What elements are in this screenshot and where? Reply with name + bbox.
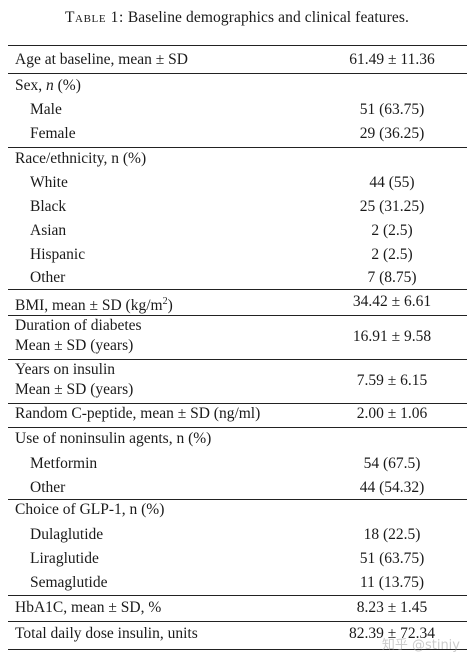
table-row-female: Female 29 (36.25) (8, 122, 467, 146)
row-label: Duration of diabetes Mean ± SD (years) (15, 317, 142, 354)
row-label: Semaglutide (30, 574, 108, 591)
row-value: 2 (2.5) (371, 222, 413, 239)
row-value: 82.39 ± 72.34 (348, 625, 435, 642)
row-label: Asian (30, 222, 67, 239)
table-row-years-insulin: Years on insulin Mean ± SD (years) 7.59 ±… (8, 360, 467, 404)
row-divider (8, 147, 467, 148)
row-label: Choice of GLP-1, n (%) (15, 501, 165, 518)
table-row-liraglutide: Liraglutide 51 (63.75) (8, 547, 467, 571)
row-divider (8, 595, 467, 596)
table-row-other-race: Other 7 (8.75) (8, 266, 467, 290)
row-divider (8, 499, 467, 500)
row-value: 29 (36.25) (359, 125, 425, 142)
table-row-race-header: Race/ethnicity, n (%) (8, 147, 467, 171)
row-value: 18 (22.5) (363, 526, 421, 543)
row-label: Female (30, 125, 76, 142)
row-divider (8, 621, 467, 622)
row-value: 25 (31.25) (359, 198, 425, 215)
table-caption-prefix: Table 1: (64, 9, 124, 26)
row-label: Use of noninsulin agents, n (%) (15, 430, 212, 447)
row-label: Other (30, 479, 66, 496)
row-value: 61.49 ± 11.36 (349, 51, 435, 68)
row-value: 8.23 ± 1.45 (356, 599, 428, 616)
row-label: Metformin (30, 455, 98, 472)
table-row-other-agents: Other 44 (54.32) (8, 476, 467, 500)
table-row-male: Male 51 (63.75) (8, 98, 467, 122)
table-row-duration: Duration of diabetes Mean ± SD (years) 16… (8, 316, 467, 360)
table-row-age: Age at baseline, mean ± SD 61.49 ± 11.36 (8, 48, 467, 72)
top-rule (8, 45, 467, 46)
table-row-hba1c: HbA1C, mean ± SD, % 8.23 ± 1.45 (8, 596, 467, 620)
row-label: Random C-peptide, mean ± SD (ng/ml) (15, 405, 261, 422)
table-caption: Table 1: Baseline demographics and clini… (0, 9, 474, 27)
table-row-bmi: BMI, mean ± SD (kg/m2) 34.42 ± 6.61 (8, 290, 467, 314)
row-divider (8, 403, 467, 404)
row-label: Other (30, 269, 66, 286)
row-label: Male (30, 101, 62, 118)
table-row-hispanic: Hispanic 2 (2.5) (8, 243, 467, 267)
row-label: Hispanic (30, 246, 86, 263)
row-value: 7 (8.75) (367, 269, 417, 286)
row-divider (8, 73, 467, 74)
row-label: White (30, 174, 68, 191)
table-row-glp1-header: Choice of GLP-1, n (%) (8, 498, 467, 522)
row-divider (8, 427, 467, 428)
superscript: 2 (162, 296, 168, 307)
row-value: 7.59 ± 6.15 (356, 372, 428, 389)
row-label: HbA1C, mean ± SD, % (15, 599, 162, 616)
row-label: Years on insulin Mean ± SD (years) (15, 361, 134, 398)
row-value: 11 (13.75) (360, 574, 424, 591)
table-row-asian: Asian 2 (2.5) (8, 219, 467, 243)
row-divider (8, 359, 467, 360)
table-row-dulaglutide: Dulaglutide 18 (22.5) (8, 523, 467, 547)
row-label: Dulaglutide (30, 526, 104, 543)
bottom-rule (8, 649, 467, 650)
table-row-sex-header: Sex, n (%) (8, 74, 467, 98)
row-label: Sex, n (%) (15, 77, 81, 94)
row-value: 2.00 ± 1.06 (356, 405, 428, 422)
table-row-white: White 44 (55) (8, 171, 467, 195)
row-value: 34.42 ± 6.61 (352, 293, 432, 310)
row-value: 16.91 ± 9.58 (352, 328, 432, 345)
row-value: 44 (54.32) (359, 479, 425, 496)
table-row-semaglutide: Semaglutide 11 (13.75) (8, 571, 467, 595)
row-label: Liraglutide (30, 550, 99, 567)
watermark: 知乎 @stiniy (381, 638, 460, 653)
table-row-black: Black 25 (31.25) (8, 195, 467, 219)
row-divider (8, 289, 467, 290)
table-row-total-dose: Total daily dose insulin, units 82.39 ± … (8, 622, 467, 646)
table-row-c-peptide: Random C-peptide, mean ± SD (ng/ml) 2.00… (8, 402, 467, 426)
row-label: Race/ethnicity, n (%) (15, 150, 147, 167)
row-value: 51 (63.75) (359, 550, 425, 567)
table-caption-text: Baseline demographics and clinical featu… (123, 9, 410, 26)
row-divider (8, 315, 467, 316)
row-label: Age at baseline, mean ± SD (15, 51, 188, 68)
row-label: BMI, mean ± SD (kg/m2) (15, 296, 173, 315)
table-row-noninsulin-header: Use of noninsulin agents, n (%) (8, 427, 467, 451)
row-value: 51 (63.75) (359, 101, 425, 118)
row-value: 2 (2.5) (371, 246, 413, 263)
table-row-metformin: Metformin 54 (67.5) (8, 452, 467, 476)
row-value: 44 (55) (369, 174, 415, 191)
row-value: 54 (67.5) (363, 455, 421, 472)
row-label: Total daily dose insulin, units (15, 625, 198, 642)
row-label: Black (30, 198, 67, 215)
